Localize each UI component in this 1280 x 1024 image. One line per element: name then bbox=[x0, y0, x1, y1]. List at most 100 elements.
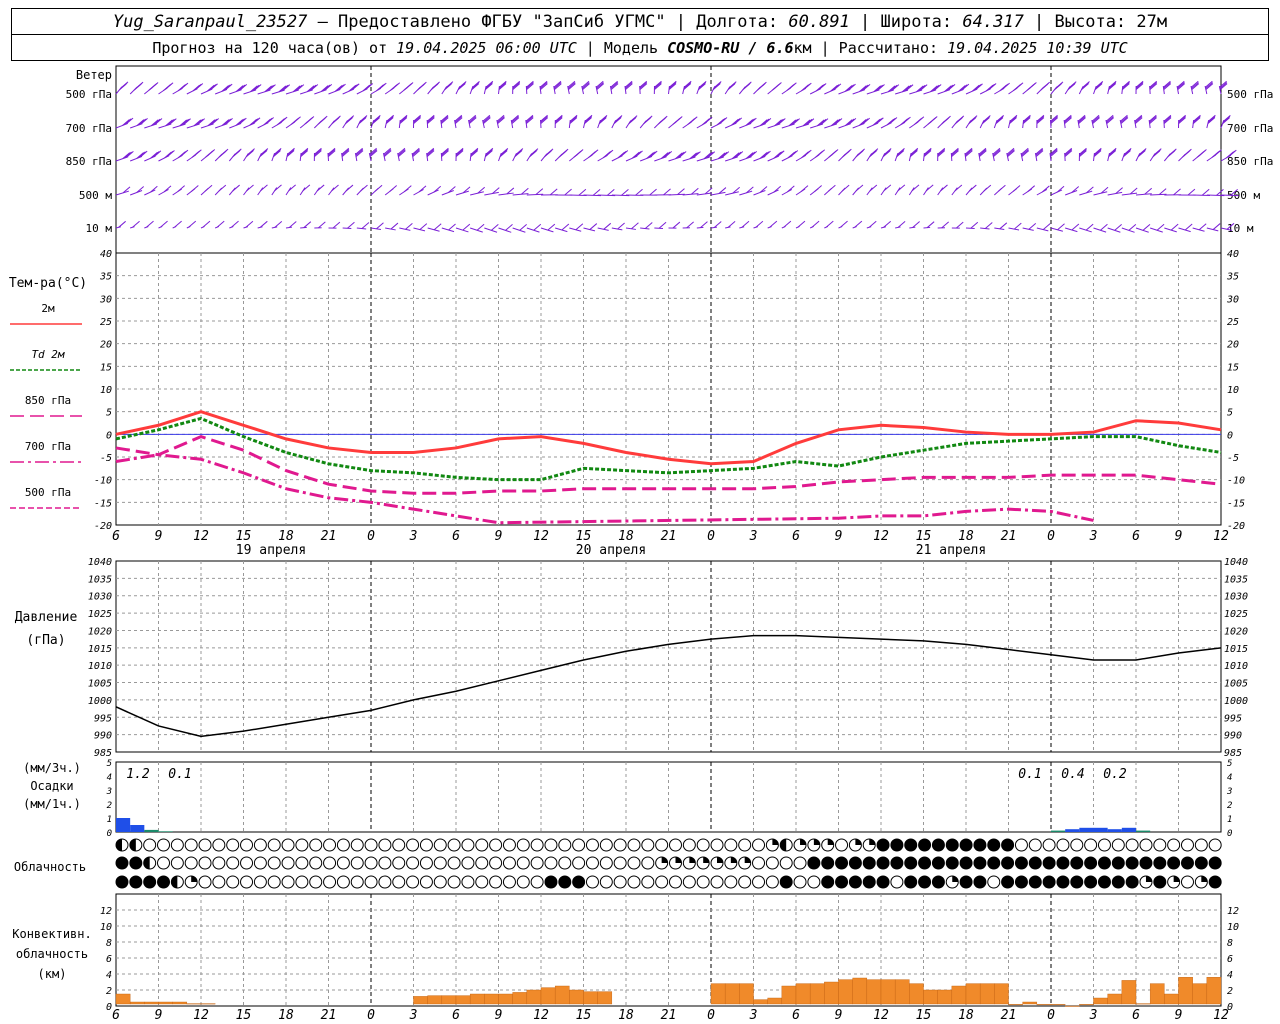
cloud-cover-symbol bbox=[1208, 838, 1222, 852]
wind-barb-feather bbox=[208, 84, 217, 91]
wind-barb-feather bbox=[1106, 117, 1115, 125]
wind-barb-feather bbox=[859, 85, 867, 93]
wind-barb-feather bbox=[561, 223, 570, 231]
wind-barb-shaft bbox=[1190, 85, 1194, 95]
wind-barb-feather bbox=[177, 185, 185, 193]
x-tick-label: 3 bbox=[749, 529, 758, 544]
panel-border bbox=[115, 761, 1222, 833]
conv-bar bbox=[1107, 993, 1123, 1005]
cloud-cover-symbol bbox=[682, 875, 696, 889]
temp-y-tick-right: 0 bbox=[1227, 430, 1233, 441]
wind-barb-shaft bbox=[668, 156, 682, 162]
wind-barb-feather bbox=[399, 114, 408, 122]
wind-barb-shaft bbox=[555, 227, 568, 233]
cloud-cover-symbol bbox=[516, 875, 530, 889]
cloud-cover-symbol bbox=[309, 856, 323, 870]
pressure-title: Давление bbox=[15, 610, 78, 625]
conv-y-tick: 0 bbox=[106, 1002, 112, 1013]
model-name: COSMO-RU / 6.6 bbox=[667, 39, 794, 57]
cloud-cover-symbol bbox=[392, 838, 406, 852]
cloud-cover-symbol bbox=[945, 838, 959, 852]
wind-barb-feather bbox=[1120, 116, 1128, 123]
wind-barb-feather bbox=[968, 184, 977, 192]
cloud-cover-symbol bbox=[323, 856, 337, 870]
wind-barb-feather bbox=[567, 82, 576, 89]
temp-legend-label: 700 гПа bbox=[25, 440, 71, 453]
wind-barb-shaft bbox=[1206, 119, 1210, 129]
cloud-cover-symbol bbox=[516, 838, 530, 852]
wind-barb-shaft bbox=[739, 226, 745, 229]
conv-bar bbox=[767, 997, 783, 1005]
wind-barb-feather bbox=[122, 152, 131, 160]
wind-barb-feather bbox=[470, 149, 479, 156]
wind-barb-shaft bbox=[1008, 119, 1011, 129]
conv-y-tick: 10 bbox=[100, 922, 112, 933]
precip-title: Осадки bbox=[30, 779, 73, 793]
cloud-title: Облачность bbox=[14, 860, 86, 874]
precip-bar bbox=[1051, 830, 1066, 832]
wind-barb-feather bbox=[211, 118, 219, 125]
wind-barb-feather bbox=[358, 117, 367, 125]
wind-barb-feather bbox=[210, 83, 218, 91]
wind-barb-feather bbox=[943, 115, 951, 123]
wind-barb-shaft bbox=[484, 191, 499, 196]
wind-barb-feather bbox=[372, 116, 381, 123]
wind-barb-shaft bbox=[1107, 191, 1123, 196]
cloud-cover-fill bbox=[116, 839, 122, 851]
temp-y-tick-right: 40 bbox=[1227, 249, 1239, 260]
wind-barb-feather bbox=[332, 221, 341, 229]
precip-bar bbox=[158, 831, 173, 832]
wind-barb-feather bbox=[1108, 147, 1117, 155]
conv-bar bbox=[739, 983, 754, 1005]
wind-barb-feather bbox=[875, 84, 883, 92]
wind-barb-feather bbox=[1055, 81, 1064, 89]
conv-bar bbox=[866, 979, 882, 1005]
wind-barb-feather bbox=[747, 118, 755, 126]
pressure-y-tick: 1010 bbox=[88, 661, 112, 672]
cloud-cover-symbol bbox=[779, 856, 793, 870]
cloud-cover-symbol bbox=[890, 856, 904, 870]
wind-barb-feather bbox=[497, 117, 505, 125]
wind-barb-feather bbox=[1163, 114, 1172, 122]
wind-barb-shaft bbox=[710, 156, 724, 162]
wind-barb-feather bbox=[644, 115, 653, 123]
wind-barb-feather bbox=[1134, 117, 1143, 125]
wind-barb-feather bbox=[1158, 188, 1167, 195]
wind-barb-feather bbox=[372, 117, 380, 125]
cloud-cover-symbol bbox=[475, 856, 489, 870]
wind-barb-shaft bbox=[1220, 227, 1233, 231]
cloud-cover-symbol bbox=[226, 838, 240, 852]
wind-barb-shaft bbox=[1022, 227, 1034, 231]
cloud-cover-fill bbox=[143, 857, 150, 869]
conv-bar bbox=[540, 987, 556, 1005]
wind-barb-shaft bbox=[597, 227, 609, 231]
wind-barb-feather bbox=[1108, 150, 1116, 158]
wind-barb-feather bbox=[957, 85, 966, 92]
wind-barb-feather bbox=[1178, 114, 1186, 122]
cloud-cover-symbol bbox=[835, 875, 849, 889]
wind-barb-shaft bbox=[498, 192, 514, 196]
x-tick-label: 9 bbox=[1175, 1008, 1183, 1023]
conv-bar bbox=[838, 979, 853, 1005]
wind-barb-feather bbox=[998, 184, 1006, 192]
wind-barb-feather bbox=[426, 149, 435, 156]
wind-barb-feather bbox=[975, 83, 983, 91]
wind-barb-shaft bbox=[1121, 227, 1135, 233]
x-tick-label: 6 bbox=[1132, 529, 1140, 544]
wind-barb-feather bbox=[412, 149, 420, 156]
precip-amount-label: 0.2 bbox=[1103, 767, 1127, 782]
temp-series-line bbox=[115, 410, 1222, 466]
wind-barb-feather bbox=[662, 151, 671, 159]
wind-barb-feather bbox=[180, 149, 189, 157]
wind-barb-feather bbox=[247, 148, 255, 156]
cloud-cover-symbol bbox=[1194, 856, 1208, 870]
wind-barb-feather bbox=[440, 114, 449, 122]
conv-bar bbox=[795, 983, 811, 1005]
wind-barb-feather bbox=[683, 80, 692, 88]
wind-barb-feather bbox=[825, 220, 834, 228]
wind-barb-feather bbox=[745, 152, 754, 160]
wind-barb-feather bbox=[1149, 80, 1158, 88]
wind-barb-shaft bbox=[838, 123, 851, 129]
wind-barb-feather bbox=[596, 82, 604, 89]
pressure-y-tick-right: 1015 bbox=[1224, 644, 1248, 655]
